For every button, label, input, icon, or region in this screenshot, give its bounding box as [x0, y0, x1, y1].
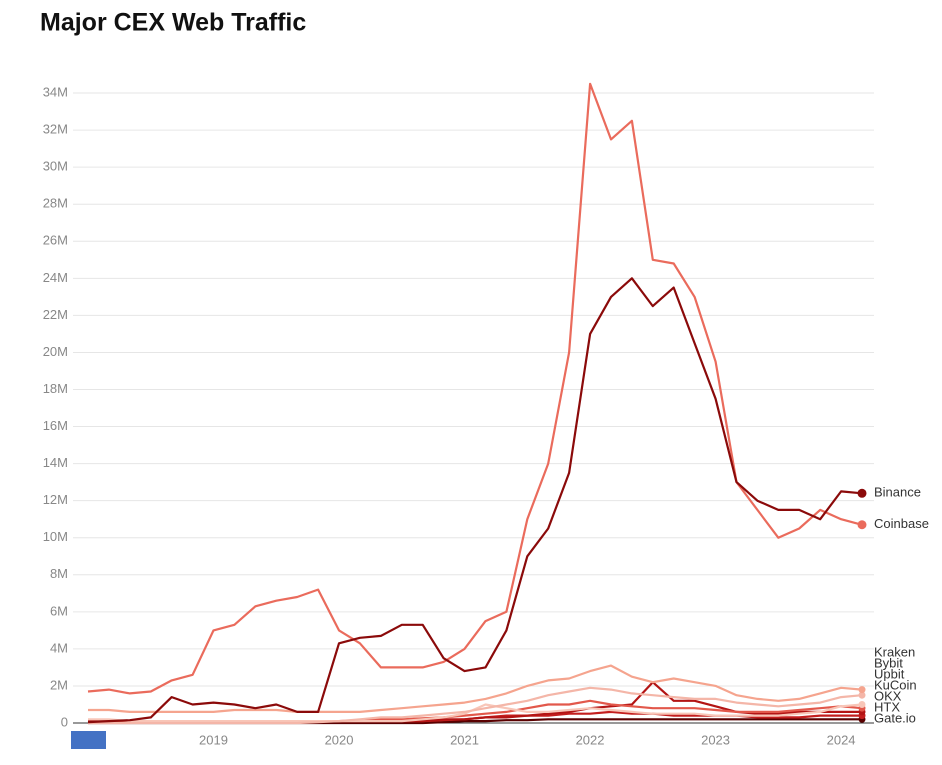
- y-tick-label: 10M: [43, 529, 68, 544]
- series-line: [87, 277, 863, 724]
- series-line: [87, 82, 863, 695]
- y-tick-label: 32M: [43, 122, 68, 137]
- x-tick-label: 2019: [199, 732, 228, 747]
- end-point: [858, 691, 866, 699]
- legend-label: Kraken: [874, 645, 915, 660]
- y-tick-label: 24M: [43, 270, 68, 285]
- legend-label: Binance: [874, 485, 921, 500]
- y-tick-label: 18M: [43, 381, 68, 396]
- y-tick-label: 34M: [43, 84, 68, 99]
- legend-label: HTX: [874, 700, 900, 715]
- y-tick-label: 0: [61, 714, 68, 729]
- y-tick-label: 12M: [43, 492, 68, 507]
- series-line: [88, 664, 863, 713]
- end-point: [857, 488, 867, 498]
- end-point: [857, 520, 867, 530]
- chart-title: Major CEX Web Traffic: [40, 9, 306, 37]
- x-tick-label: 2024: [827, 732, 856, 747]
- legend-label: Bybit: [874, 656, 903, 671]
- y-tick-label: 14M: [43, 455, 68, 470]
- legend-label: Upbit: [874, 667, 905, 682]
- x-tick-label: 2022: [576, 732, 605, 747]
- y-tick-label: 16M: [43, 418, 68, 433]
- y-tick-label: 30M: [43, 159, 68, 174]
- legend-label: Coinbase: [874, 516, 929, 531]
- legend-label: KuCoin: [874, 678, 917, 693]
- y-tick-label: 6M: [50, 603, 68, 618]
- end-point: [858, 700, 866, 708]
- x-tick-label: 2021: [450, 732, 479, 747]
- y-tick-label: 4M: [50, 640, 68, 655]
- y-tick-label: 8M: [50, 566, 68, 581]
- y-tick-label: 26M: [43, 233, 68, 248]
- y-tick-label: 20M: [43, 344, 68, 359]
- series-line: [88, 686, 863, 725]
- y-tick-label: 2M: [50, 677, 68, 692]
- legend-label: Gate.io: [874, 711, 916, 726]
- x-tick-label: 2023: [701, 732, 730, 747]
- selected-period: [71, 731, 106, 749]
- y-tick-label: 22M: [43, 307, 68, 322]
- end-point: [858, 686, 866, 694]
- y-tick-label: 28M: [43, 196, 68, 211]
- legend-label: OKX: [874, 689, 902, 704]
- x-tick-label: 2020: [325, 732, 354, 747]
